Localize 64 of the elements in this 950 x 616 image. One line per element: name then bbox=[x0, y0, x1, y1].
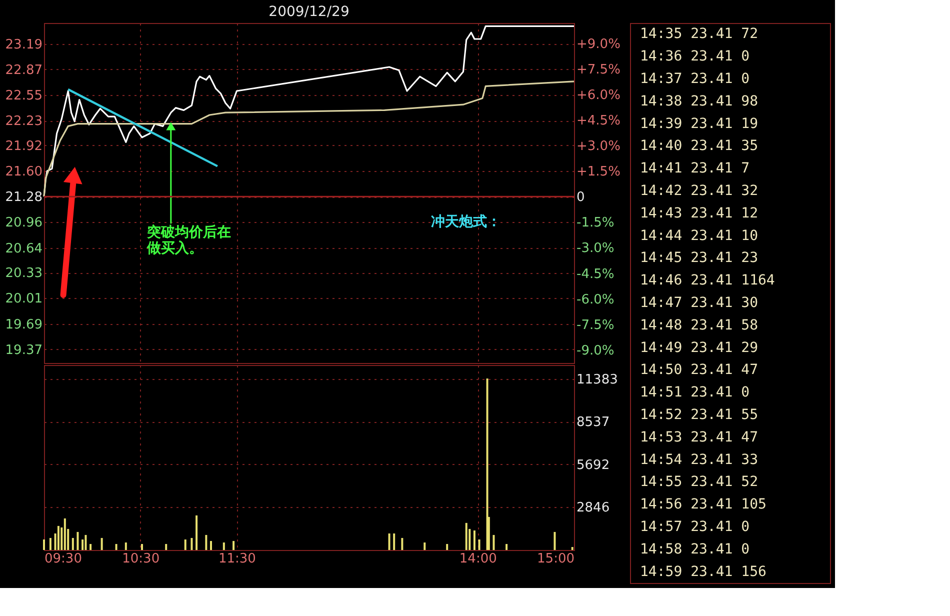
y-tick-label: 22.55 bbox=[5, 88, 42, 104]
y-tick-label: 22.87 bbox=[5, 62, 42, 78]
x-tick-label: 15:00 bbox=[537, 552, 574, 566]
y-tick-label: 22.23 bbox=[5, 114, 42, 130]
y-tick-label: 21.60 bbox=[5, 164, 42, 180]
y2-tick-label: +1.5% bbox=[576, 164, 620, 180]
text: 14:36 23.41 0 bbox=[640, 48, 750, 65]
text: 14:41 23.41 7 bbox=[640, 160, 750, 177]
text: 14:55 23.41 52 bbox=[640, 474, 758, 490]
y-tick-label: 23.19 bbox=[5, 37, 42, 52]
text: 14:48 23.41 58 bbox=[640, 317, 758, 334]
y2-tick-label: +4.5% bbox=[576, 114, 620, 129]
y2-tick-label: +3.0% bbox=[576, 139, 620, 154]
line-series bbox=[43, 80, 575, 198]
text: 14:47 23.41 30 bbox=[640, 295, 758, 311]
text: 14:54 23.41 33 bbox=[640, 452, 758, 468]
y-tick-label: 11383 bbox=[576, 372, 618, 388]
y-tick-label: 21.92 bbox=[5, 138, 42, 154]
text: 14:46 23.41 1164 bbox=[640, 272, 775, 289]
text: 14:49 23.41 29 bbox=[640, 340, 758, 356]
text: 14:39 23.41 19 bbox=[640, 116, 758, 132]
annotation: 冲天炮式： bbox=[431, 214, 502, 230]
text: 14:50 23.41 47 bbox=[640, 362, 758, 378]
y-tick-label: 20.96 bbox=[5, 216, 42, 231]
text: 14:40 23.41 35 bbox=[640, 138, 758, 154]
text: 14:37 23.41 0 bbox=[640, 71, 750, 87]
y2-tick-label: +7.5% bbox=[576, 62, 620, 78]
y-tick-label: 19.69 bbox=[5, 317, 42, 332]
text: 14:43 23.41 12 bbox=[640, 205, 758, 222]
text: 14:45 23.41 23 bbox=[640, 250, 758, 266]
chart-title: 2009/12/29 bbox=[268, 4, 350, 20]
y2-tick-label: +9.0% bbox=[576, 36, 620, 52]
y-tick-label: 5692 bbox=[576, 458, 610, 473]
x-tick-label: 10:30 bbox=[122, 552, 160, 566]
text: 14:44 23.41 10 bbox=[640, 228, 758, 244]
y-tick-label: 8537 bbox=[576, 415, 610, 430]
text: 14:38 23.41 98 bbox=[640, 93, 758, 110]
y2-tick-label: -1.5% bbox=[576, 216, 614, 231]
text: 14:57 23.41 0 bbox=[640, 519, 750, 535]
y-tick-label: 20.01 bbox=[5, 292, 42, 307]
text: 14:59 23.41 156 bbox=[640, 564, 766, 580]
x-tick-label: 14:00 bbox=[459, 552, 497, 566]
text: 14:35 23.41 72 bbox=[640, 26, 758, 42]
text: 14:51 23.41 0 bbox=[640, 384, 750, 401]
y2-tick-label: -4.5% bbox=[576, 266, 614, 282]
annotation: 突破均价后在做买入。 bbox=[146, 223, 231, 256]
y2-tick-label: -9.0% bbox=[576, 343, 614, 358]
text: 14:58 23.41 0 bbox=[640, 541, 750, 558]
y-tick-label: 21.28 bbox=[5, 190, 42, 206]
text: 14:52 23.41 55 bbox=[640, 407, 758, 423]
text: 14:56 23.41 105 bbox=[640, 496, 766, 513]
y2-tick-label: -3.0% bbox=[576, 241, 614, 256]
text: 14:42 23.41 32 bbox=[640, 183, 758, 199]
y-tick-label: 20.33 bbox=[5, 266, 42, 282]
y-tick-label: 19.37 bbox=[5, 342, 42, 358]
x-tick-label: 09:30 bbox=[44, 552, 82, 566]
x-tick-label: 11:30 bbox=[218, 552, 256, 566]
y2-tick-label: 0 bbox=[576, 190, 585, 206]
y2-tick-label: -6.0% bbox=[576, 292, 614, 308]
y2-tick-label: +6.0% bbox=[576, 88, 620, 104]
y-tick-label: 20.64 bbox=[5, 241, 42, 256]
text: 14:53 23.41 47 bbox=[640, 429, 758, 446]
y2-tick-label: -7.5% bbox=[576, 318, 614, 333]
y-tick-label: 2846 bbox=[576, 500, 610, 516]
